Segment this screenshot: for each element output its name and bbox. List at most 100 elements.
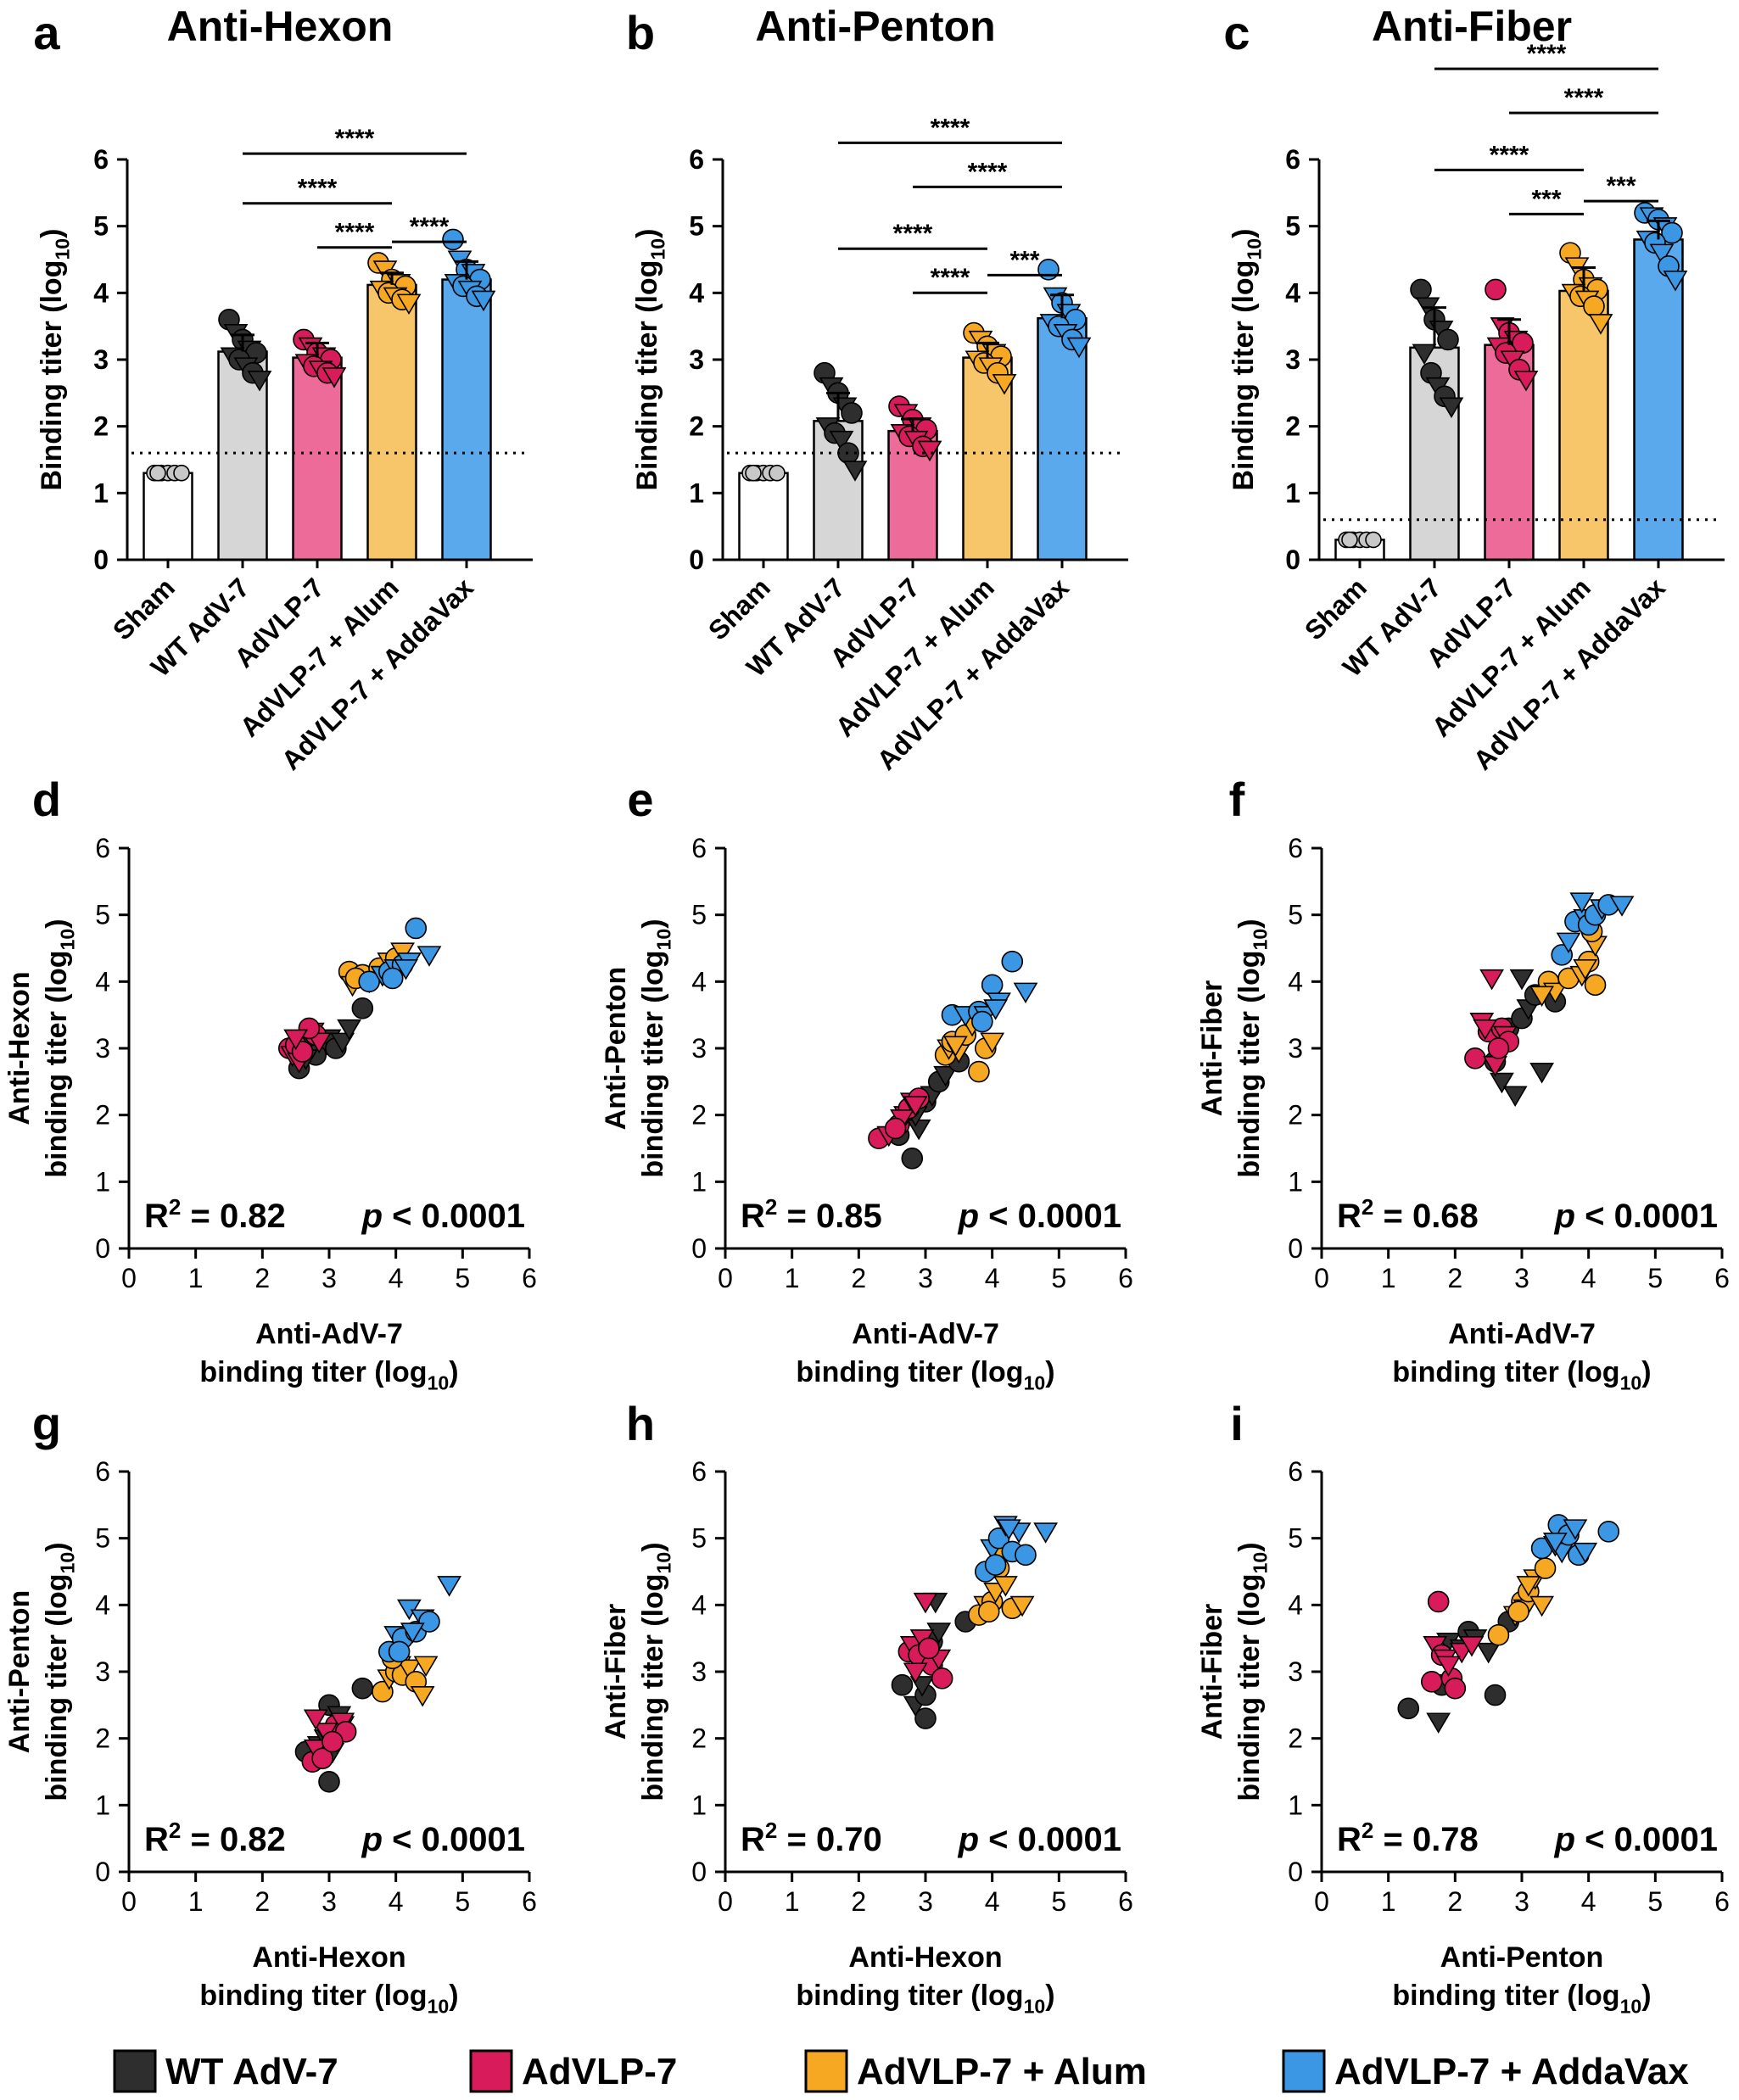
- legend-label-alum: AdVLP-7 + Alum: [857, 2051, 1147, 2092]
- panel-letter: b: [626, 6, 655, 59]
- legend-swatch-wt: [113, 2049, 157, 2093]
- data-point-wt: [1484, 1684, 1507, 1706]
- x-tick-label: 4: [389, 1886, 404, 1917]
- data-point-wt: [1410, 278, 1432, 301]
- y-axis-label-line2: binding titer (log10): [41, 1542, 79, 1801]
- y-axis-label-line2: binding titer (log10): [1233, 919, 1272, 1177]
- y-tick-label: 3: [691, 1033, 707, 1064]
- bar-addavax: [1037, 316, 1088, 561]
- x-tick-label: 3: [1514, 1263, 1529, 1293]
- y-axis-label-line2: binding titer (log10): [1233, 1542, 1272, 1801]
- y-axis-label-line1: Anti-Fiber: [1196, 980, 1228, 1117]
- x-tick-label: 2: [254, 1886, 270, 1917]
- x-tick-label: 0: [121, 1263, 137, 1293]
- data-point-addavax: [1663, 271, 1688, 292]
- category-label: Sham: [1299, 572, 1373, 645]
- data-point-vlp: [283, 1029, 309, 1051]
- y-tick-label: 0: [95, 1233, 110, 1264]
- data-point-vlp: [311, 1747, 333, 1770]
- y-tick-label: 3: [1285, 344, 1300, 375]
- data-point-vlp: [1464, 1047, 1486, 1070]
- y-axis-label-line1: Anti-Penton: [600, 967, 632, 1131]
- x-tick-label: 3: [918, 1886, 933, 1917]
- y-axis-label: Binding titer (log10): [36, 229, 74, 491]
- y-tick-label: 0: [1288, 1233, 1303, 1264]
- r-squared-label: R2 = 0.78: [1337, 1818, 1479, 1858]
- y-axis-label: Binding titer (log10): [631, 229, 669, 491]
- x-tick-label: 3: [1514, 1886, 1529, 1917]
- data-point-wt: [318, 1771, 340, 1793]
- data-point-addavax: [394, 959, 418, 980]
- y-tick-label: 4: [95, 966, 110, 997]
- data-point-addavax: [1001, 950, 1024, 973]
- data-point-alum: [410, 1685, 435, 1707]
- data-point-addavax: [400, 1622, 425, 1644]
- data-point-sham: [1365, 531, 1382, 549]
- y-tick-label: 1: [95, 1790, 110, 1820]
- legend-label-vlp: AdVLP-7: [522, 2051, 677, 2092]
- data-point-sham: [173, 464, 190, 482]
- x-axis-label-line1: Anti-Hexon: [252, 1941, 405, 1974]
- x-tick-label: 2: [254, 1263, 270, 1293]
- data-point-alum: [1588, 314, 1613, 335]
- y-axis-label-line1: Anti-Hexon: [3, 971, 36, 1125]
- data-point-vlp: [1427, 1590, 1450, 1613]
- data-point-vlp: [903, 1096, 928, 1117]
- y-tick-label: 4: [691, 966, 707, 997]
- data-point-addavax: [358, 970, 381, 993]
- bar-alum: [1558, 289, 1609, 561]
- data-point-sham: [745, 464, 762, 482]
- y-tick-label: 0: [1285, 545, 1300, 575]
- y-tick-label: 5: [1288, 900, 1303, 930]
- y-tick-label: 6: [1288, 833, 1303, 863]
- y-axis-label-line2: binding titer (log10): [41, 919, 79, 1177]
- y-tick-label: 2: [1285, 411, 1300, 442]
- data-point-alum: [397, 1659, 422, 1680]
- panel-title: Anti-Penton: [755, 3, 995, 50]
- data-point-wt: [891, 1673, 914, 1696]
- data-point-vlp: [322, 367, 347, 388]
- data-point-alum: [993, 1576, 1018, 1597]
- x-tick-label: 3: [322, 1263, 337, 1293]
- y-axis-label-line1: Anti-Fiber: [1196, 1604, 1228, 1740]
- panel-letter: d: [32, 773, 61, 826]
- x-axis-label-line2: binding titer (log10): [199, 1356, 458, 1394]
- legend-swatch-vlp: [469, 2049, 513, 2093]
- x-tick-label: 1: [1381, 1886, 1396, 1917]
- y-tick-label: 3: [689, 344, 704, 375]
- data-point-wt: [351, 1677, 374, 1700]
- significance-label: ****: [968, 158, 1008, 186]
- y-tick-label: 4: [1288, 966, 1303, 997]
- y-tick-label: 4: [1288, 1589, 1303, 1620]
- y-tick-label: 1: [691, 1166, 707, 1197]
- y-axis-label-line2: binding titer (log10): [637, 919, 675, 1177]
- x-tick-label: 0: [718, 1886, 733, 1917]
- y-tick-label: 4: [95, 1589, 110, 1620]
- significance-label: ****: [335, 219, 375, 247]
- bar-panel-c: c Anti-Fiber Binding titer (log10) 0 1 2 3 4 5 6 S…: [1223, 3, 1725, 776]
- y-tick-label: 2: [95, 1100, 110, 1131]
- data-point-addavax: [983, 999, 1008, 1020]
- data-point-vlp: [303, 1709, 328, 1730]
- bar-sham: [143, 472, 193, 561]
- data-point-sham: [1341, 531, 1358, 549]
- data-point-alum: [992, 373, 1017, 395]
- data-point-vlp: [884, 1117, 907, 1140]
- x-tick-label: 5: [455, 1886, 470, 1917]
- panel-letter: h: [626, 1397, 655, 1450]
- data-point-addavax: [442, 228, 464, 251]
- data-point-sham: [769, 464, 786, 482]
- x-tick-label: 6: [1714, 1886, 1730, 1917]
- data-point-addavax: [1037, 258, 1060, 281]
- y-tick-label: 6: [1288, 1456, 1303, 1487]
- x-tick-label: 4: [1581, 1886, 1596, 1917]
- y-tick-label: 4: [689, 277, 704, 308]
- x-tick-label: 5: [1647, 1263, 1663, 1293]
- y-tick-label: 2: [689, 411, 704, 442]
- significance-label: ****: [1564, 84, 1604, 112]
- x-tick-label: 1: [785, 1886, 800, 1917]
- bar-sham: [738, 472, 789, 561]
- data-point-alum: [1573, 959, 1598, 980]
- y-tick-label: 0: [691, 1233, 707, 1264]
